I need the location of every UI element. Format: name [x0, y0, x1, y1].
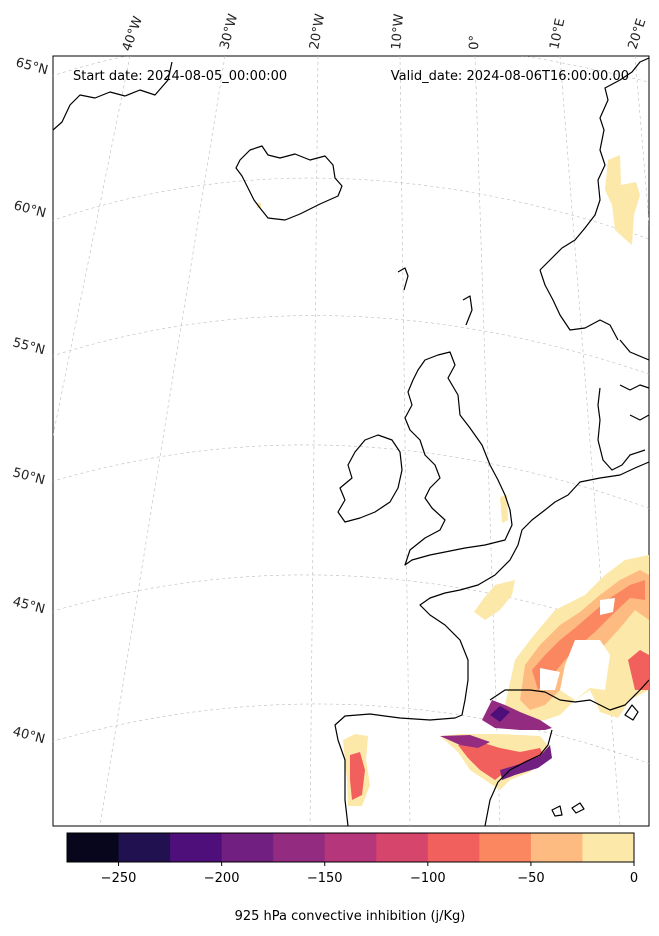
colorbar-tick-label: 0	[630, 871, 638, 886]
britain-coast	[404, 351, 513, 566]
colorbar-cell	[67, 833, 120, 862]
ireland-coast	[337, 434, 403, 523]
colorbar-cells	[67, 833, 635, 862]
colorbar-tick-label: −150	[307, 871, 343, 886]
lat-label-55n: 55°N	[11, 335, 47, 358]
colorbar-tick-label: −50	[517, 871, 544, 886]
cin-area-iceland	[257, 203, 261, 208]
lat-label-45n: 45°N	[11, 594, 47, 617]
lat-label-60n: 60°N	[12, 198, 48, 221]
cin-area-france-west	[474, 580, 515, 620]
colorbar-tick-label: −100	[410, 871, 446, 886]
cin-area-portugal-inner	[350, 752, 365, 800]
cin-area-england	[500, 495, 508, 523]
lon-label-10e: 10°E	[547, 17, 568, 51]
parallel-gridlines	[53, 56, 649, 764]
longitude-labels: 40°W 30°W 20°W 10°W 0° 10°E 20°E	[120, 12, 650, 53]
lon-label-10w: 10°W	[389, 13, 407, 50]
colorbar-ticks: −250 −200 −150 −100 −50 0	[101, 862, 638, 886]
colorbar-tick-label: −200	[204, 871, 240, 886]
colorbar-cell	[376, 833, 429, 862]
colorbar-cell	[118, 833, 171, 862]
lat-label-50n: 50°N	[11, 465, 47, 488]
cin-gap-1	[560, 640, 610, 700]
colorbar-cell	[530, 833, 583, 862]
colorbar-frame	[66, 832, 635, 863]
lon-label-0: 0°	[467, 35, 483, 50]
cin-gap-2	[540, 668, 560, 690]
cin-area-iberia-coast	[500, 745, 552, 780]
colorbar-cell	[170, 833, 223, 862]
lon-label-30w: 30°W	[217, 12, 241, 51]
cin-area-iberia-east-mid	[458, 742, 545, 780]
lon-label-40w: 40°W	[120, 14, 146, 53]
colorbar-cell	[221, 833, 274, 862]
colorbar-cell	[273, 833, 326, 862]
norway-coast	[539, 57, 649, 271]
cin-area-scandinavia	[605, 155, 640, 245]
iceland-coast	[235, 145, 343, 221]
start-date-text: Start date: 2024-08-05_00:00:00	[73, 69, 287, 84]
latitude-labels: 65°N 60°N 55°N 50°N 45°N 40°N	[11, 55, 50, 747]
lat-label-40n: 40°N	[11, 724, 47, 747]
cin-gap-3	[600, 598, 615, 615]
cin-area-south-europe-inner	[532, 580, 645, 690]
coastlines	[53, 57, 649, 826]
colorbar-cell	[324, 833, 377, 862]
cin-area-italy	[628, 650, 649, 690]
cin-filled-contours	[257, 155, 649, 806]
valid-date-text: Valid_date: 2024-08-06T16:00:00.00	[391, 69, 629, 84]
cin-area-pyrenees-core	[490, 706, 510, 722]
lon-label-20e: 20°E	[626, 17, 650, 51]
colorbar-cell	[582, 833, 635, 862]
colorbar-label: 925 hPa convective inhibition (j/Kg)	[235, 909, 466, 924]
colorbar-cell	[427, 833, 480, 862]
colorbar-cell	[479, 833, 532, 862]
lon-label-20w: 20°W	[307, 13, 328, 51]
lat-label-65n: 65°N	[14, 55, 50, 78]
cin-area-iberia-east-inner	[440, 735, 490, 748]
continent-coast	[334, 461, 649, 826]
colorbar-tick-label: −250	[101, 871, 137, 886]
colorbar: −250 −200 −150 −100 −50 0 925 hPa convective …	[66, 832, 638, 924]
